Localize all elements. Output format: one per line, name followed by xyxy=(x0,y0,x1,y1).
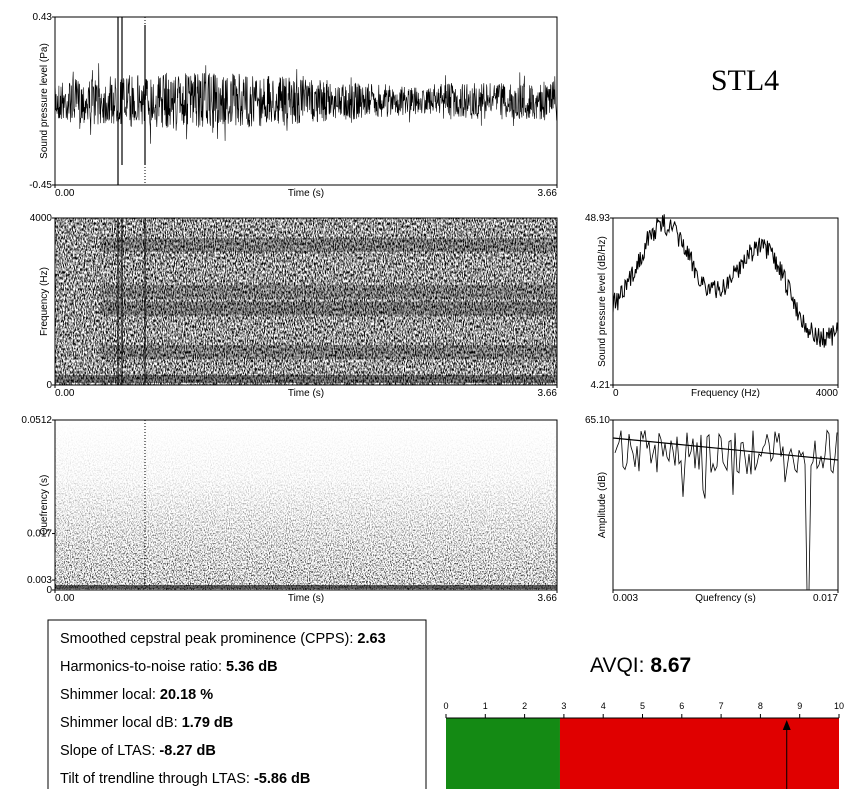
y-tick-label: 0.43 xyxy=(33,12,53,23)
result-label: Tilt of trendline through LTAS: xyxy=(60,771,250,787)
x-tick-label: 0.00 xyxy=(55,593,75,604)
x-tick-label: 0.00 xyxy=(55,388,75,399)
result-value: -5.86 dB xyxy=(254,771,310,787)
scale-tick-label: 5 xyxy=(640,701,645,711)
scale-tick-label: 1 xyxy=(483,701,488,711)
result-label: Harmonics-to-noise ratio: xyxy=(60,659,222,675)
scale-tick-label: 2 xyxy=(522,701,527,711)
y-tick-label: 0 xyxy=(46,380,52,391)
scale-tick-label: 9 xyxy=(797,701,802,711)
waveform-texture xyxy=(55,63,557,143)
trendline xyxy=(613,438,838,460)
low-band xyxy=(55,585,557,589)
scale-tick-label: 8 xyxy=(758,701,763,711)
y-tick-label: 0.003 xyxy=(27,575,52,586)
result-label: Smoothed cepstral peak prominence (CPPS)… xyxy=(60,631,353,647)
result-line: Shimmer local dB: 1.79 dB xyxy=(60,715,233,731)
x-tick-label: 0.003 xyxy=(613,593,638,604)
y-tick-label: 0.0512 xyxy=(21,415,52,426)
avqi-report: STL4 AVQI: 8.67 -0.45 0.43 0.00 3.66 Time (s… xyxy=(0,0,853,789)
x-axis-label: Time (s) xyxy=(288,188,324,199)
x-axis-label: Frequency (Hz) xyxy=(691,388,760,399)
avqi-value: 8.67 xyxy=(650,654,691,677)
result-value: 2.63 xyxy=(357,631,385,647)
result-value: 1.79 dB xyxy=(182,715,234,731)
y-tick-label: 4.21 xyxy=(591,380,611,391)
scale-tick-label: 7 xyxy=(719,701,724,711)
result-value: 5.36 dB xyxy=(226,659,278,675)
scale-tick-label: 4 xyxy=(601,701,606,711)
y-tick-label: 65.10 xyxy=(585,415,610,426)
x-tick-label: 0.017 xyxy=(813,593,838,604)
x-axis-label: Quefrency (s) xyxy=(695,593,756,604)
x-tick-label: 3.66 xyxy=(538,188,558,199)
x-axis-label: Time (s) xyxy=(288,593,324,604)
x-tick-label: 3.66 xyxy=(538,593,558,604)
result-label: Slope of LTAS: xyxy=(60,743,155,759)
ltas-texture xyxy=(613,214,838,347)
pathological-zone xyxy=(560,718,839,789)
y-axis-label: Sound pressure level (Pa) xyxy=(39,43,50,159)
cepstrogram-fade xyxy=(55,420,557,590)
result-line: Tilt of trendline through LTAS: -5.86 dB xyxy=(60,771,310,787)
formant-band xyxy=(100,302,557,316)
recording-title: STL4 xyxy=(711,64,779,97)
formant-band xyxy=(100,238,557,252)
result-line: Slope of LTAS: -8.27 dB xyxy=(60,743,216,759)
normal-zone xyxy=(446,718,560,789)
y-tick-label: 4000 xyxy=(30,213,53,224)
x-tick-label: 0.00 xyxy=(55,188,75,199)
result-line: Smoothed cepstral peak prominence (CPPS)… xyxy=(60,631,386,647)
formant-band xyxy=(100,285,557,299)
x-tick-label: 3.66 xyxy=(538,388,558,399)
cepstrum-texture xyxy=(615,430,837,590)
scale-tick-label: 10 xyxy=(834,701,844,711)
y-tick-label: 0 xyxy=(46,585,52,596)
result-value: 20.18 % xyxy=(160,687,213,703)
x-tick-label: 4000 xyxy=(816,388,839,399)
scale-tick-label: 0 xyxy=(443,701,448,711)
result-line: Shimmer local: 20.18 % xyxy=(60,687,213,703)
y-tick-label: 48.93 xyxy=(585,213,610,224)
avqi-label: AVQI: xyxy=(590,654,644,677)
result-label: Shimmer local: xyxy=(60,687,156,703)
y-axis-label: Amplitude (dB) xyxy=(597,472,608,538)
scale-tick-label: 3 xyxy=(561,701,566,711)
x-axis-label: Time (s) xyxy=(288,388,324,399)
y-tick-label: -0.45 xyxy=(29,180,52,191)
y-axis-label: Quefrency (s) xyxy=(39,475,50,536)
result-line: Harmonics-to-noise ratio: 5.36 dB xyxy=(60,659,278,675)
scale-tick-label: 6 xyxy=(679,701,684,711)
avqi-result: AVQI: 8.67 xyxy=(590,654,691,677)
formant-band xyxy=(100,345,557,359)
result-label: Shimmer local dB: xyxy=(60,715,178,731)
low-band xyxy=(55,375,557,383)
y-axis-label: Sound pressure level (dB/Hz) xyxy=(597,236,608,367)
page: {"title": "STL4", "chart_data": [ {"type… xyxy=(0,0,853,789)
x-tick-label: 0 xyxy=(613,388,619,399)
result-value: -8.27 dB xyxy=(159,743,215,759)
y-axis-label: Frequency (Hz) xyxy=(39,267,50,336)
